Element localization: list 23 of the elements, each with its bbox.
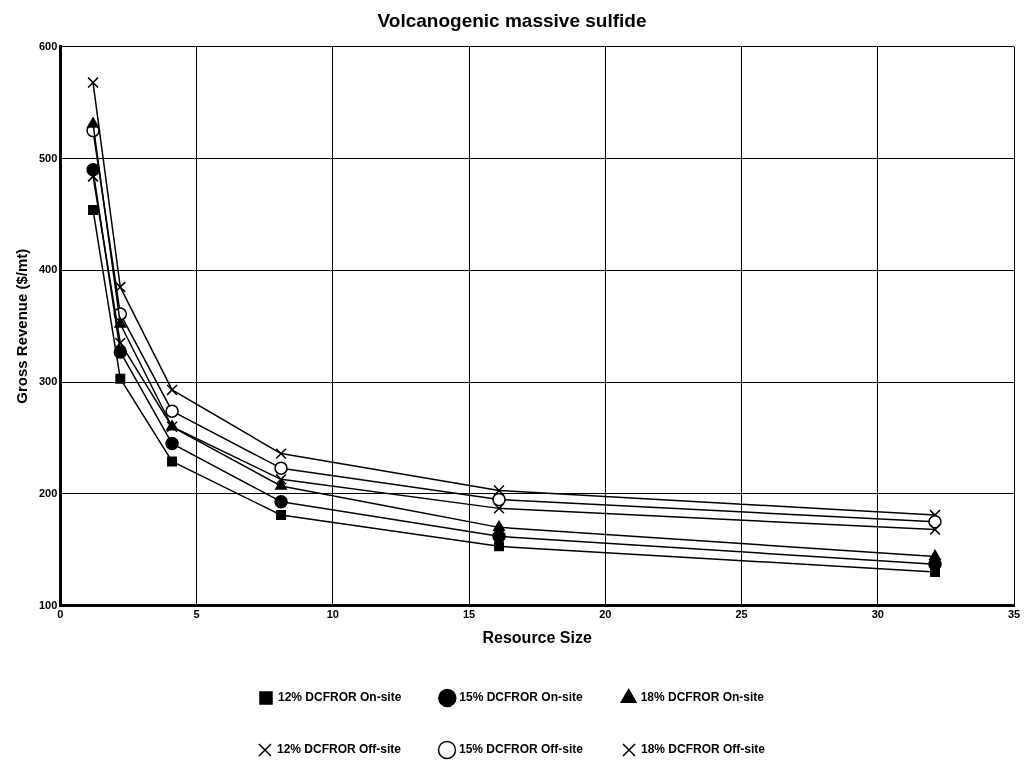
legend-label: 18% DCFROR Off-site xyxy=(641,742,766,757)
x-axis-title: Resource Size xyxy=(482,628,592,646)
x-tick-label: 5 xyxy=(193,608,200,621)
x-tick-label: 25 xyxy=(735,608,748,621)
y-tick-label: 300 xyxy=(38,375,58,388)
legend-label: 12% DCFROR On-site xyxy=(277,690,402,705)
legend-label: 15% DCFROR On-site xyxy=(459,690,583,705)
legend-label: 18% DCFROR On-site xyxy=(640,690,765,705)
x-tick-label: 20 xyxy=(599,608,612,621)
x-tick-label: 0 xyxy=(57,608,64,621)
y-tick-label: 100 xyxy=(38,598,58,611)
x-tick-label: 35 xyxy=(1007,608,1021,621)
y-tick-label: 400 xyxy=(38,263,58,276)
y-axis-title: Gross Revenue ($/mt) xyxy=(13,248,31,404)
legend-label: 15% DCFROR Off-site xyxy=(458,742,584,757)
y-tick-label: 600 xyxy=(38,39,58,52)
y-tick-label: 200 xyxy=(38,486,58,499)
chart-title: Volcanogenic massive sulfide xyxy=(377,9,647,31)
x-tick-label: 30 xyxy=(871,608,884,621)
x-tick-label: 15 xyxy=(462,608,476,621)
legend-label: 12% DCFROR Off-site xyxy=(276,742,402,757)
x-tick-label: 10 xyxy=(326,608,339,621)
y-tick-label: 500 xyxy=(38,151,58,164)
